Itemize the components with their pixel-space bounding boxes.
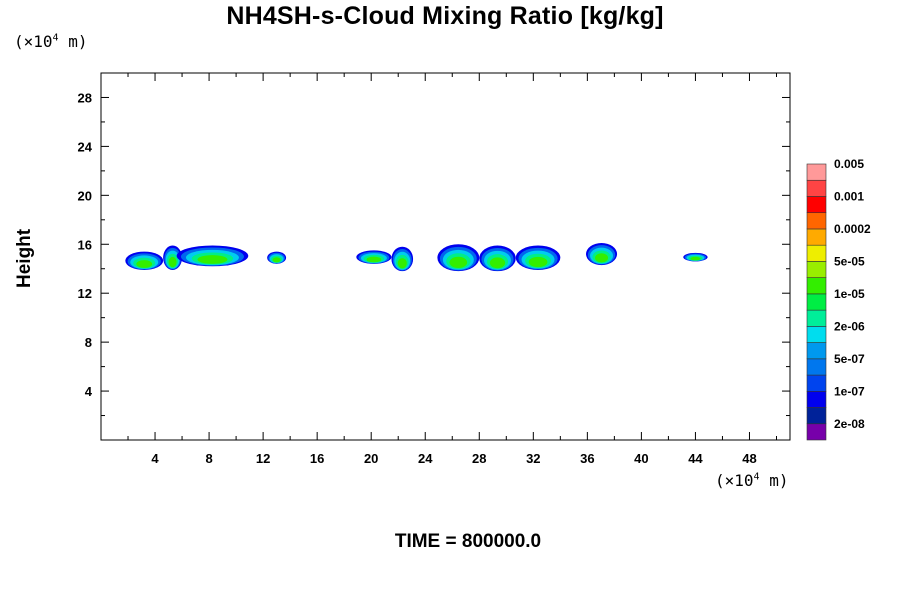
- chart-title: NH4SH-s-Cloud Mixing Ratio [kg/kg]: [226, 2, 664, 30]
- x-tick-label: 44: [688, 451, 703, 466]
- colorbar-swatch: [806, 407, 827, 425]
- cloud-patch: [489, 257, 506, 269]
- time-label: TIME = 800000.0: [394, 531, 542, 552]
- colorbar-swatch: [806, 212, 827, 230]
- x-tick-label: 36: [580, 451, 594, 466]
- y-tick-label: 4: [85, 384, 93, 399]
- x-tick-label: 24: [418, 451, 433, 466]
- colorbar-label: 5e-05: [834, 254, 865, 268]
- x-tick-label: 28: [472, 451, 486, 466]
- cloud-patch: [397, 258, 407, 269]
- colorbar-swatch: [806, 358, 827, 376]
- colorbar-swatch: [806, 228, 827, 246]
- colorbar-label: 2e-08: [834, 417, 865, 431]
- colorbar-label: 2e-06: [834, 319, 865, 333]
- colorbar-swatch: [806, 374, 827, 392]
- plot-frame: [100, 72, 791, 441]
- colorbar-swatch: [806, 342, 827, 360]
- y-tick-label: 28: [78, 90, 92, 105]
- colorbar-swatch: [806, 196, 827, 214]
- cloud-patch: [528, 256, 548, 268]
- colorbar-swatch: [806, 390, 827, 408]
- colorbar-label: 1e-07: [834, 384, 865, 398]
- y-axis-unit: (×104 m): [14, 32, 88, 51]
- cloud-patch: [197, 255, 228, 264]
- colorbar-label: 0.0002: [834, 222, 871, 236]
- colorbar-label: 0.001: [834, 189, 864, 203]
- colorbar-label: 0.005: [834, 157, 864, 171]
- colorbar-label: 1e-05: [834, 287, 865, 301]
- colorbar-swatch: [806, 293, 827, 311]
- cloud-patch: [272, 257, 281, 263]
- x-tick-label: 40: [634, 451, 648, 466]
- y-tick-label: 12: [78, 286, 92, 301]
- colorbar-swatch: [806, 261, 827, 278]
- colorbar-swatch: [806, 179, 827, 197]
- x-tick-label: 4: [151, 451, 159, 466]
- x-tick-label: 32: [526, 451, 540, 466]
- x-tick-label: 12: [256, 451, 270, 466]
- y-tick-label: 20: [78, 188, 92, 203]
- cloud-patch: [168, 256, 177, 268]
- x-tick-label: 8: [205, 451, 212, 466]
- x-tick-label: 48: [742, 451, 756, 466]
- cloud-patch: [449, 256, 468, 269]
- cloud-patch: [366, 256, 382, 263]
- colorbar-swatch: [806, 163, 827, 181]
- colorbar-label: 5e-07: [834, 352, 865, 366]
- x-tick-label: 16: [310, 451, 324, 466]
- cloud-patch: [136, 260, 153, 268]
- y-tick-label: 8: [85, 335, 92, 350]
- colorbar-swatch: [806, 423, 827, 441]
- x-tick-label: 20: [364, 451, 378, 466]
- cloud-patch: [595, 253, 609, 263]
- colorbar-swatch: [806, 326, 827, 343]
- colorbar-swatch: [806, 309, 827, 327]
- y-tick-label: 24: [78, 139, 93, 154]
- y-tick-label: 16: [78, 237, 92, 252]
- colorbar-swatch: [806, 244, 827, 262]
- colorbar-swatch: [806, 277, 827, 295]
- cloud-patch: [690, 256, 701, 261]
- x-axis-unit: (×104 m): [715, 471, 789, 490]
